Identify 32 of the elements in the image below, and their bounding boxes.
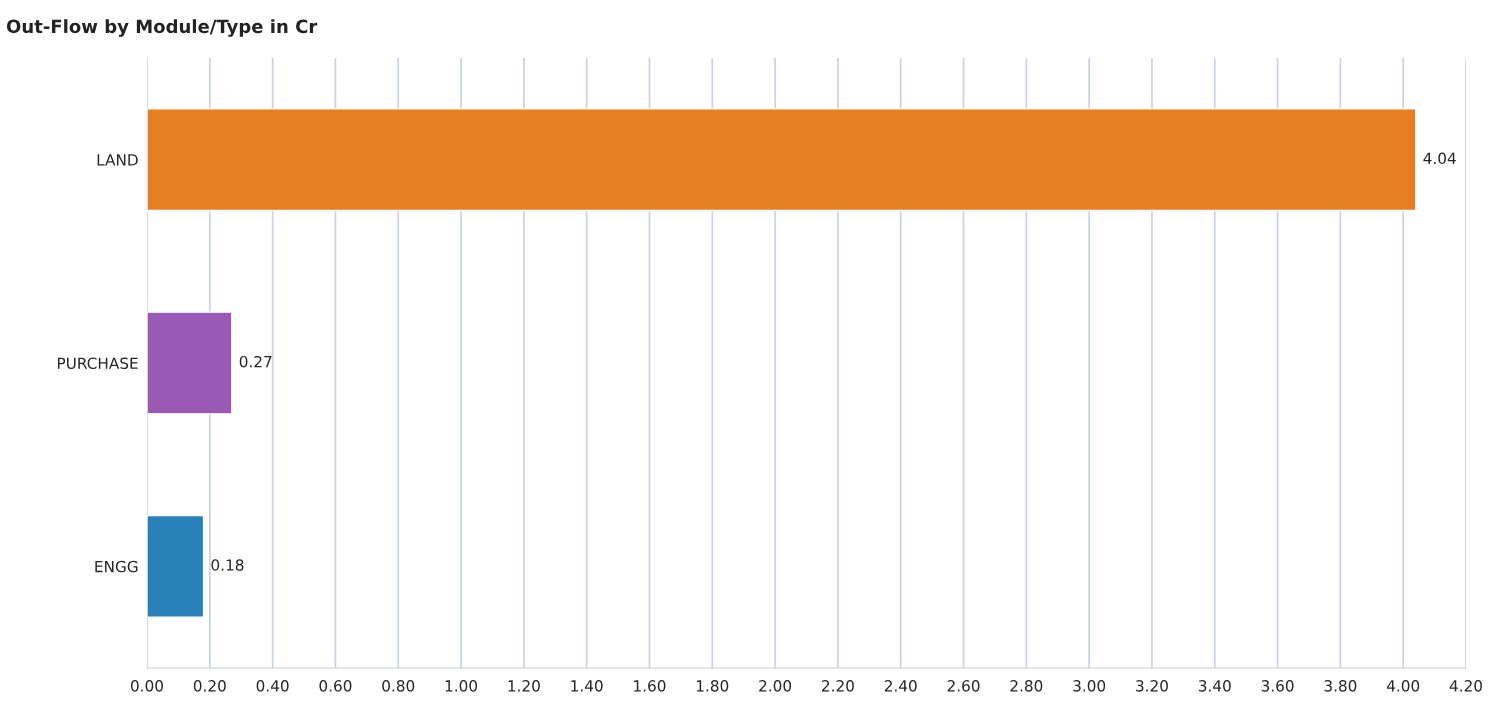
x-tick-label: 3.80 (1324, 680, 1357, 692)
y-tick-label: LAND (97, 154, 138, 166)
bar (147, 108, 1417, 212)
data-label: 4.04 (1423, 152, 1456, 165)
bar (147, 514, 205, 618)
x-tick-label: 3.60 (1261, 680, 1294, 692)
x-tick-label: 3.40 (1198, 680, 1231, 692)
x-tick-label: 2.80 (1010, 680, 1043, 692)
x-tick-label: 2.40 (884, 680, 917, 692)
x-tick-label: 2.20 (822, 680, 854, 692)
x-tick-label: 0.80 (382, 680, 415, 692)
data-label: 0.18 (211, 559, 244, 571)
x-tick-label: 3.20 (1136, 680, 1168, 692)
x-tick-label: 1.40 (571, 680, 603, 692)
x-tick-label: 0.00 (131, 680, 163, 692)
x-tick-label: 0.60 (319, 680, 352, 692)
x-tick-label: 1.80 (696, 680, 729, 692)
x-tick-label: 1.00 (445, 680, 478, 692)
x-tick-label: 3.00 (1073, 680, 1106, 692)
x-tick-label: 0.20 (193, 680, 226, 692)
data-label: 0.27 (239, 355, 272, 368)
x-tick-label: 0.40 (256, 680, 289, 692)
x-tick-label: 1.20 (508, 680, 540, 692)
bar (147, 311, 233, 415)
x-tick-label: 1.60 (634, 680, 666, 692)
x-tick-label: 2.00 (759, 680, 792, 692)
x-tick-label: 4.00 (1386, 680, 1420, 692)
chart-title: Out-Flow by Module/Type in Cr (6, 19, 318, 37)
y-tick-label: ENGG (95, 560, 138, 573)
x-tick-label: 4.20 (1449, 680, 1482, 692)
y-tick-label: PURCHASE (57, 357, 138, 370)
x-tick-label: 2.60 (947, 680, 980, 692)
